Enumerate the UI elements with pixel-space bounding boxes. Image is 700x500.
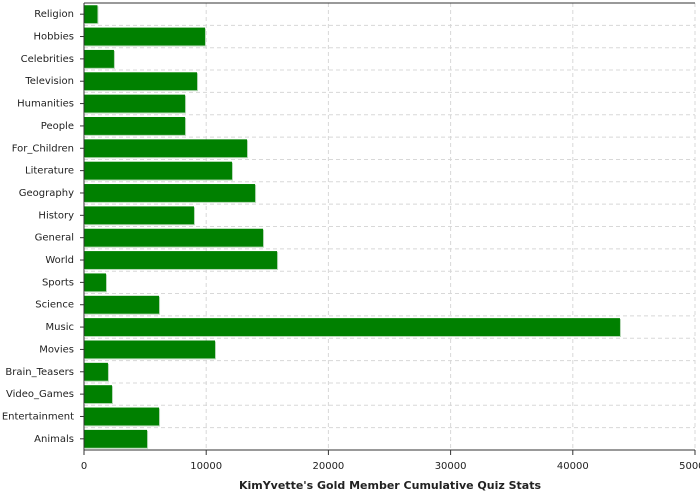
bar [84,161,232,180]
bar [84,27,205,46]
bar [84,94,186,113]
x-tick-label: 20000 [312,461,344,472]
y-tick-label: For_Children [12,143,74,154]
y-tick-label: World [45,255,74,266]
bar [84,206,194,225]
x-tick-label: 40000 [557,461,589,472]
y-tick-label: Geography [19,188,74,199]
y-tick-label: Celebrities [21,54,74,65]
y-tick-label: Television [24,76,74,87]
y-tick-label: Brain_Teasers [5,367,74,378]
bar [84,385,112,404]
y-tick-label: Entertainment [2,411,74,422]
y-tick-label: Sports [42,277,74,288]
y-tick-label: Music [46,322,74,333]
bar [84,407,160,426]
y-tick-label: Humanities [17,99,74,110]
x-tick-label: 30000 [435,461,467,472]
bar [84,72,198,91]
bar [84,340,215,359]
y-tick-label: Literature [25,166,74,177]
y-tick-label: Science [35,300,74,311]
y-tick-label: History [38,210,74,221]
bar [84,318,620,337]
bar [84,362,108,381]
bar [84,49,114,68]
bar [84,139,248,158]
bar [84,429,148,448]
bar [84,251,278,269]
y-tick-label: General [35,233,74,244]
x-tick-label: 10000 [190,461,222,472]
y-tick-label: Religion [34,9,74,20]
y-tick-label: People [41,121,74,132]
x-tick-label: 0 [81,461,87,472]
y-tick-label: Animals [34,434,74,445]
y-tick-label: Hobbies [34,32,74,43]
bar [84,295,160,314]
y-tick-label: Video_Games [6,389,74,400]
bar [84,184,256,202]
bar [84,228,264,247]
bar [84,5,98,24]
y-tick-label: Movies [39,344,74,355]
x-axis-label: KimYvette's Gold Member Cumulative Quiz … [239,479,542,492]
x-tick-label: 50000 [679,461,700,472]
bar [84,273,106,292]
bar [84,116,186,135]
